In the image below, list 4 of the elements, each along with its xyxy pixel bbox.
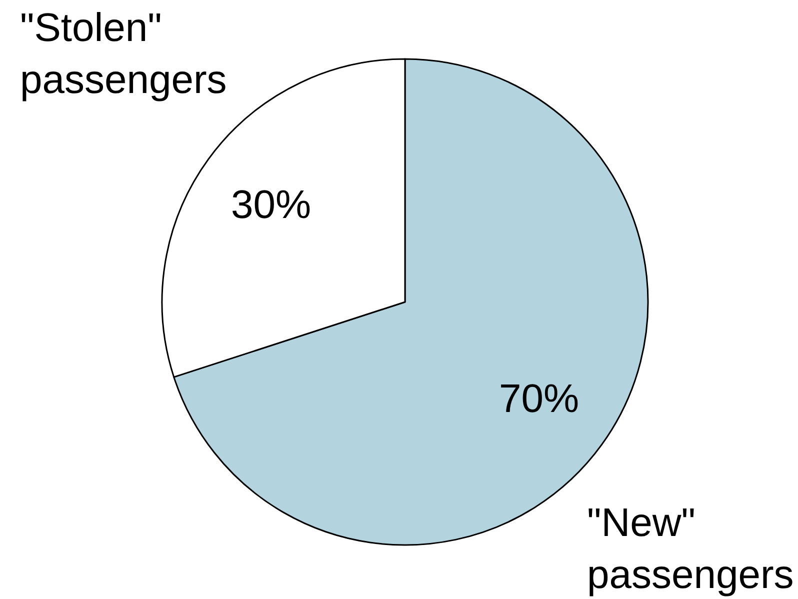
data-label: 30% xyxy=(231,183,312,227)
data-label: 70% xyxy=(499,377,580,421)
slice-label: "Stolen" passengers xyxy=(20,6,227,102)
slice-label: "New" passengers xyxy=(587,501,794,597)
